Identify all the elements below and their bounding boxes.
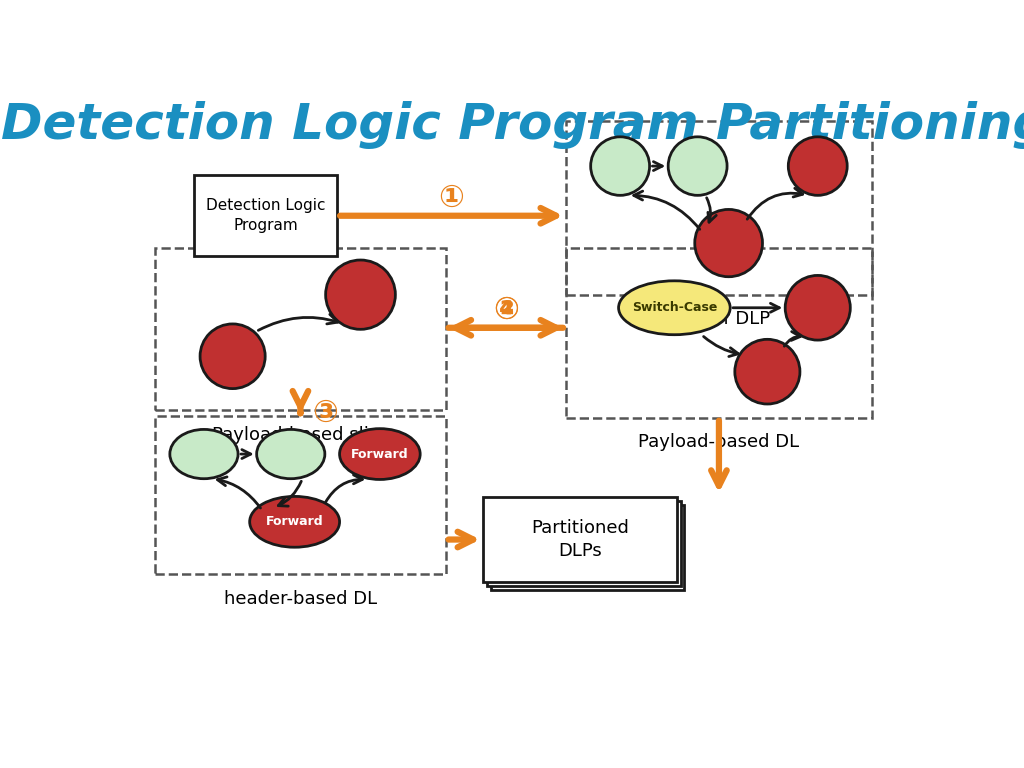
Circle shape bbox=[200, 324, 265, 389]
Bar bbox=[486, 501, 681, 586]
Ellipse shape bbox=[170, 429, 238, 478]
Bar bbox=[566, 121, 872, 295]
Text: Detection Logic Program Partitioning: Detection Logic Program Partitioning bbox=[1, 101, 1024, 149]
Text: ③: ③ bbox=[312, 399, 338, 428]
Bar bbox=[155, 416, 445, 574]
Circle shape bbox=[694, 210, 763, 276]
Text: Partitioned
DLPs: Partitioned DLPs bbox=[530, 518, 629, 561]
Text: Payload-based DL: Payload-based DL bbox=[638, 433, 800, 452]
Text: Payload-based slice: Payload-based slice bbox=[212, 425, 389, 444]
Text: Forward: Forward bbox=[266, 515, 324, 528]
Ellipse shape bbox=[257, 429, 325, 478]
Text: ①: ① bbox=[438, 184, 465, 214]
Text: PDG of DLP: PDG of DLP bbox=[668, 310, 770, 328]
Text: header-based DL: header-based DL bbox=[224, 590, 377, 607]
Circle shape bbox=[591, 137, 649, 195]
Text: Switch-Case: Switch-Case bbox=[632, 301, 717, 314]
Text: Detection Logic
Program: Detection Logic Program bbox=[206, 198, 326, 233]
Bar bbox=[194, 175, 337, 257]
Bar bbox=[490, 505, 684, 590]
Circle shape bbox=[785, 276, 850, 340]
Circle shape bbox=[788, 137, 847, 195]
Bar bbox=[566, 249, 872, 418]
Text: Forward: Forward bbox=[351, 448, 409, 461]
Ellipse shape bbox=[250, 496, 340, 548]
Ellipse shape bbox=[340, 429, 420, 479]
Text: ②: ② bbox=[493, 296, 519, 326]
Bar bbox=[483, 497, 677, 582]
Circle shape bbox=[326, 260, 395, 329]
Circle shape bbox=[669, 137, 727, 195]
Text: ④: ④ bbox=[493, 296, 519, 326]
Bar bbox=[155, 249, 445, 410]
Ellipse shape bbox=[618, 281, 730, 335]
Circle shape bbox=[735, 339, 800, 404]
